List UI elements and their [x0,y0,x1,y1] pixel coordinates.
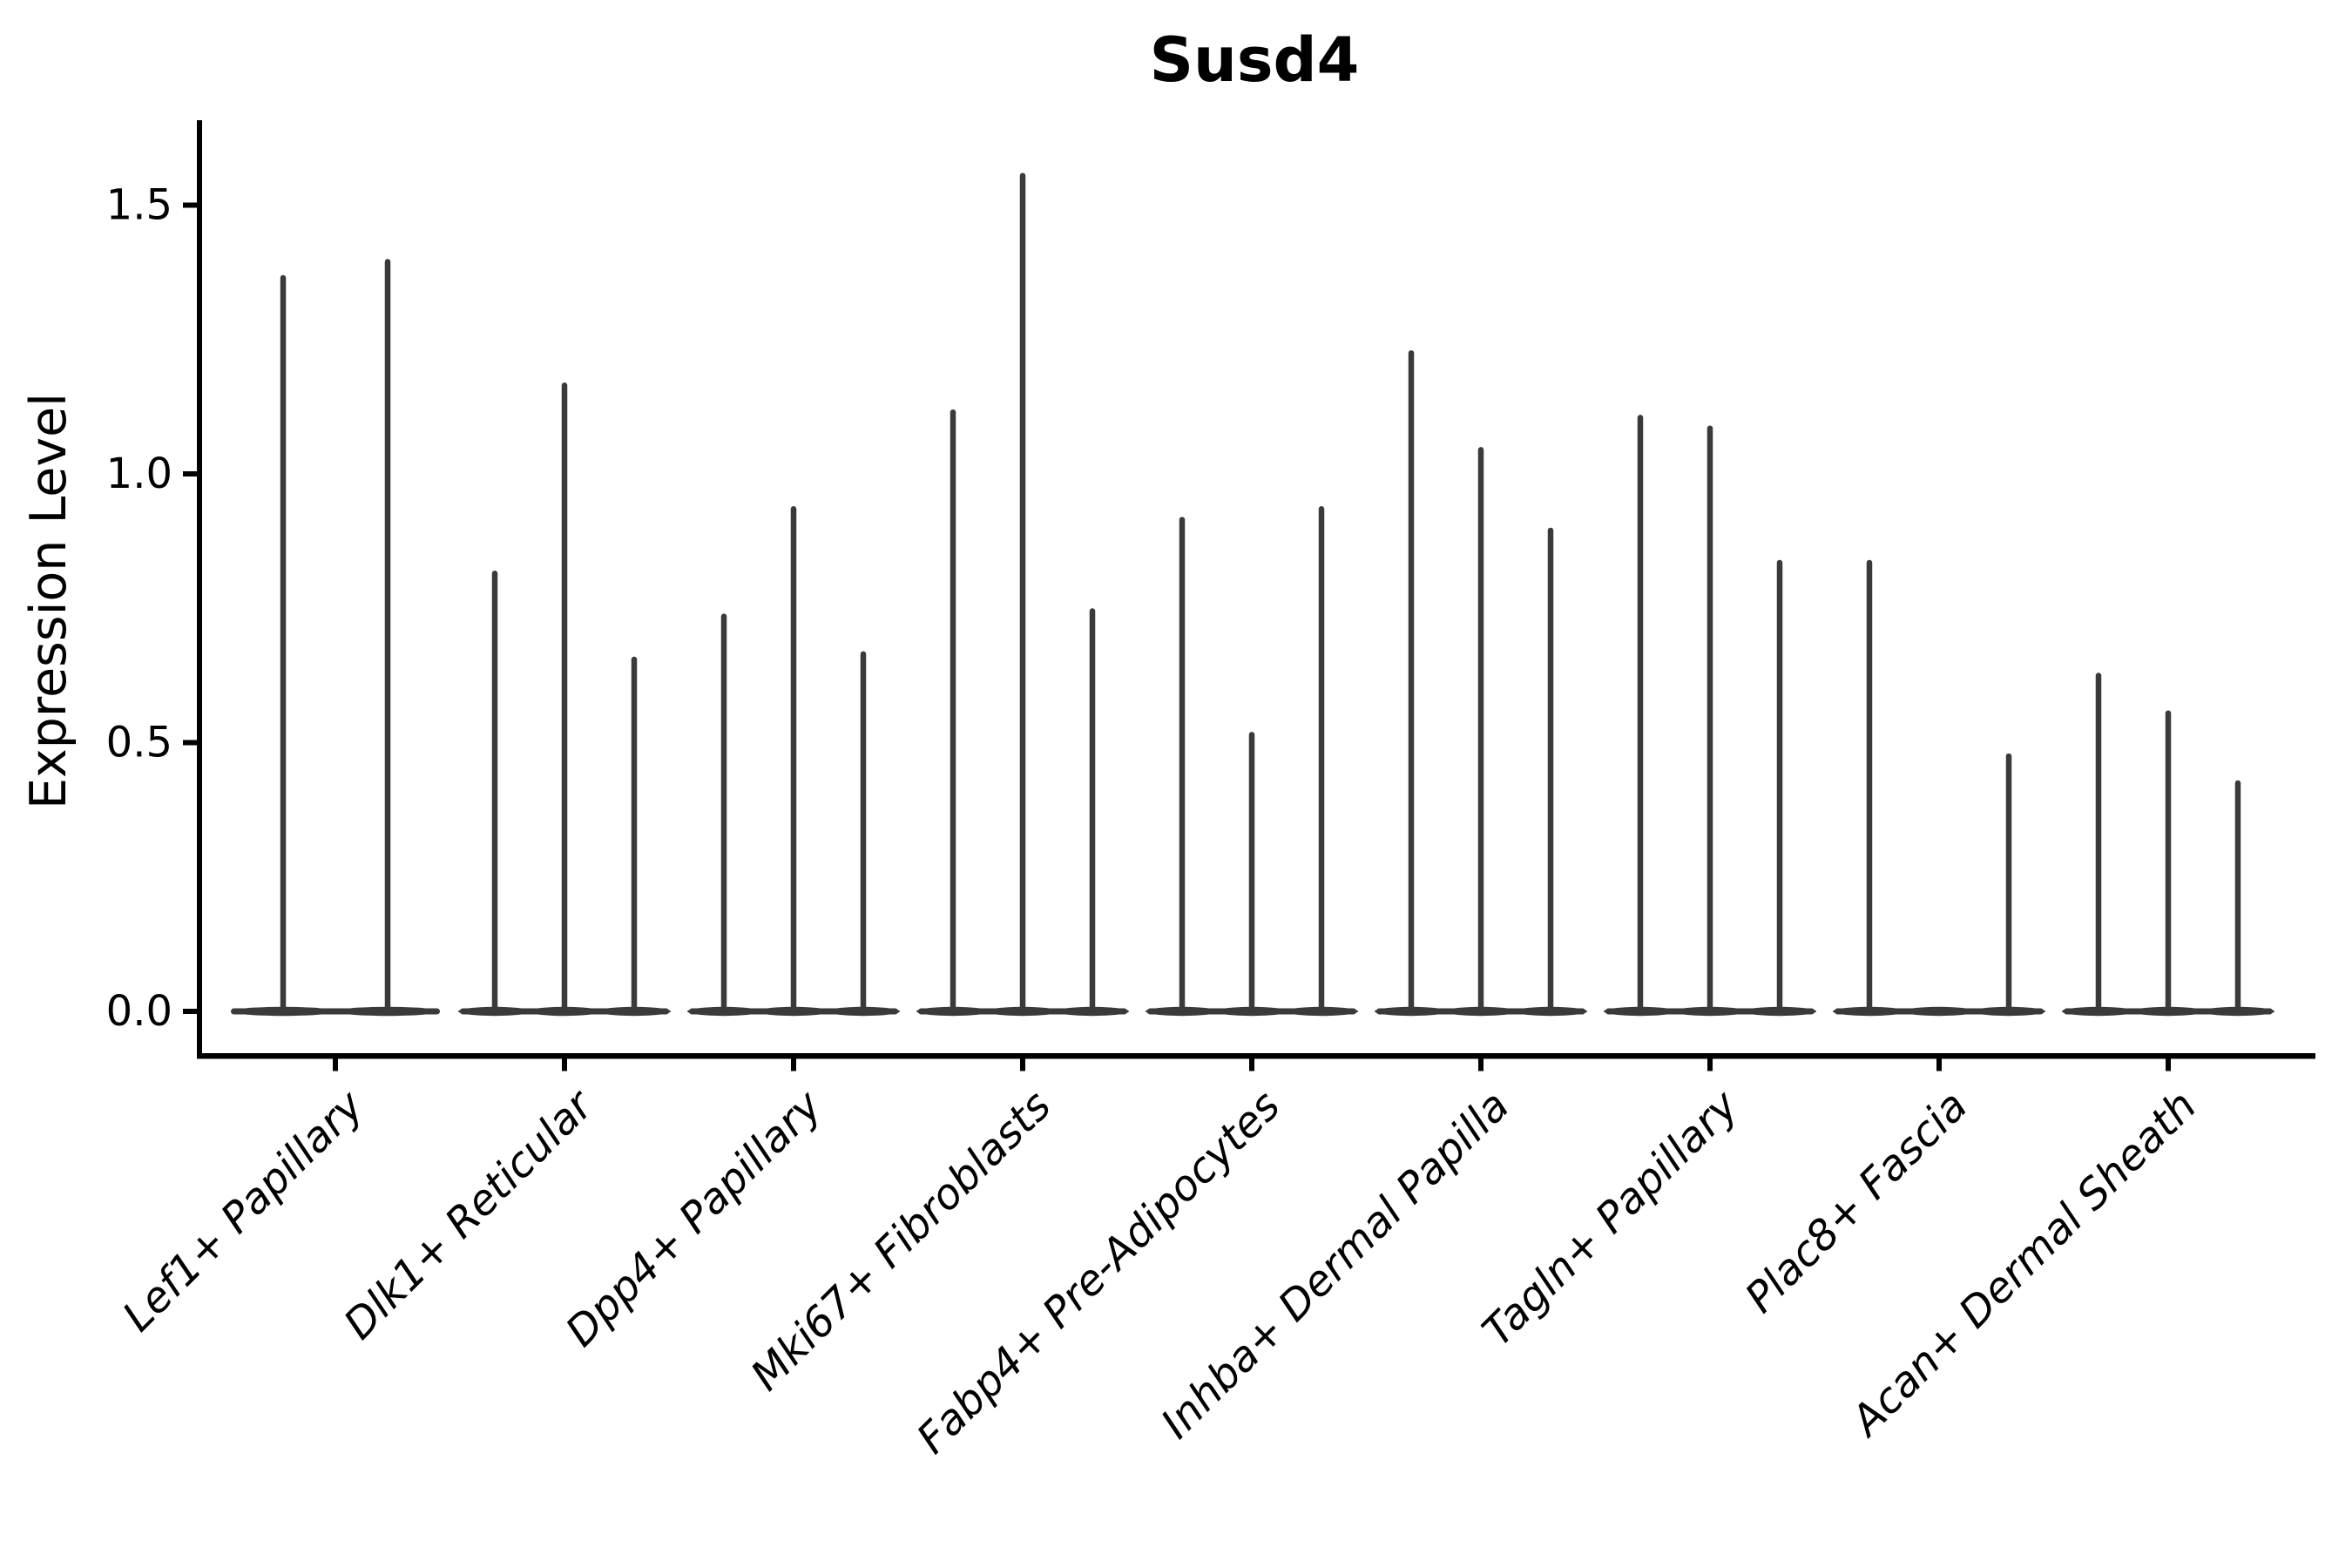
violin-spike [1179,517,1186,1014]
violin-spike [1408,350,1415,1015]
violin-spike [2005,753,2012,1014]
violin-spike [2234,780,2241,1014]
violin-spike [1866,559,1873,1014]
y-tick [183,471,197,476]
violin-zero-bulge [1903,1006,1976,1017]
y-tick [183,1009,197,1014]
x-tick [1936,1058,1942,1071]
violin-group-3 [687,506,900,1017]
y-tick-label: 0.0 [106,987,172,1036]
violin-spike [1089,608,1096,1014]
violin-spike [1477,447,1484,1014]
y-tick-label: 0.5 [106,719,172,767]
x-tick [1249,1058,1254,1071]
y-axis-spine [197,120,202,1059]
violin-group-9 [2062,672,2274,1017]
violin-spike [1547,527,1554,1014]
x-category-label: Lef1+ Papillary [113,1081,374,1342]
violin-spike [790,506,797,1014]
x-category-label: Dpp4+ Papillary [557,1081,832,1356]
violin-spike [1707,425,1713,1015]
violin-group-1 [231,259,440,1017]
y-tick [183,202,197,208]
violin-spike [491,571,498,1014]
violin-spike [1019,172,1026,1015]
violin-spike [860,651,867,1014]
violin-spike [561,382,568,1014]
chart-title: Susd4 [1149,24,1360,96]
violin-spike [2095,672,2102,1014]
x-category-label: Dlk1+ Reticular [335,1079,605,1349]
x-axis-spine [197,1053,2315,1059]
violin-spike [2165,710,2172,1014]
violin-group-4 [916,172,1129,1017]
violin-group-8 [1833,559,2045,1017]
violin-spike [1248,732,1255,1014]
x-tick [1020,1058,1025,1071]
violin-spike [1776,559,1783,1014]
violin-spike [950,409,956,1015]
violin-group-2 [458,382,671,1017]
y-tick-label: 1.0 [106,449,172,498]
y-tick-label: 1.5 [106,181,172,230]
violin-spike [1318,506,1325,1014]
violin-spike [720,613,727,1014]
x-tick [2166,1058,2171,1071]
violin-group-6 [1375,350,1587,1017]
x-category-label: Tagln+ Papillary [1473,1081,1748,1356]
violin-spike [1637,415,1644,1014]
x-category-label: Plac8+ Fascia [1736,1081,1977,1322]
y-tick [183,740,197,746]
violin-spike [631,656,638,1014]
violin-group-5 [1146,506,1358,1017]
x-category-label: Fabp4+ Pre-Adipocytes [908,1081,1290,1463]
x-tick [562,1058,567,1071]
violin-spike [280,274,287,1015]
x-tick [791,1058,796,1071]
violin-spike [384,259,391,1014]
x-tick [333,1058,338,1071]
x-tick [1478,1058,1484,1071]
x-tick [1707,1058,1713,1071]
violin-group-7 [1604,415,1816,1017]
